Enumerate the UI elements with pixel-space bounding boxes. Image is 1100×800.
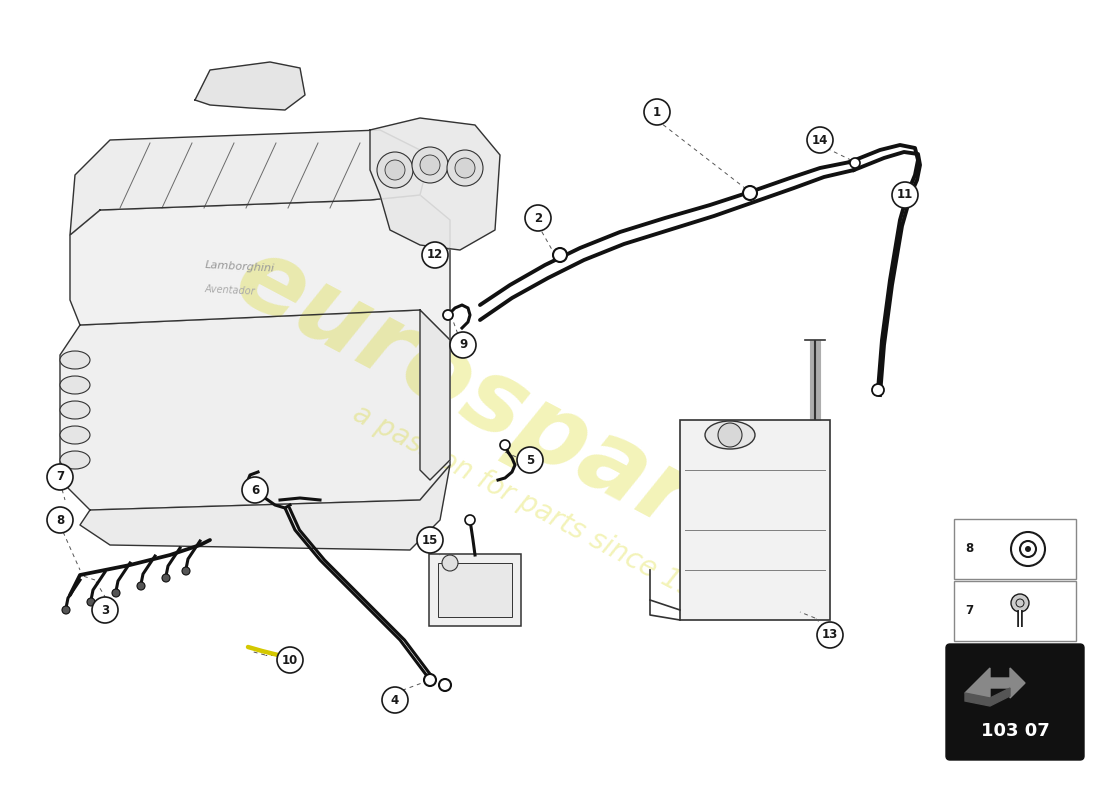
FancyBboxPatch shape <box>680 420 830 620</box>
Circle shape <box>525 205 551 231</box>
Circle shape <box>277 647 302 673</box>
Circle shape <box>902 186 914 198</box>
FancyBboxPatch shape <box>438 563 512 617</box>
Circle shape <box>892 182 918 208</box>
Text: 8: 8 <box>56 514 64 526</box>
Circle shape <box>87 598 95 606</box>
Circle shape <box>1011 594 1028 612</box>
Text: Lamborghini: Lamborghini <box>205 260 275 274</box>
Circle shape <box>718 423 743 447</box>
Text: a passion for parts since 1985: a passion for parts since 1985 <box>349 399 732 621</box>
Text: 3: 3 <box>101 603 109 617</box>
Polygon shape <box>80 465 450 550</box>
Circle shape <box>112 589 120 597</box>
Circle shape <box>443 310 453 320</box>
Circle shape <box>742 186 757 200</box>
Circle shape <box>242 477 268 503</box>
Text: 8: 8 <box>965 542 974 555</box>
FancyBboxPatch shape <box>429 554 521 626</box>
Circle shape <box>422 242 448 268</box>
Text: 5: 5 <box>526 454 535 466</box>
Circle shape <box>447 150 483 186</box>
Text: 13: 13 <box>822 629 838 642</box>
FancyBboxPatch shape <box>954 519 1076 579</box>
Polygon shape <box>60 310 450 510</box>
Circle shape <box>417 527 443 553</box>
Circle shape <box>1020 541 1036 557</box>
Circle shape <box>138 582 145 590</box>
Polygon shape <box>420 310 450 480</box>
FancyBboxPatch shape <box>954 581 1076 641</box>
Polygon shape <box>370 118 500 250</box>
Polygon shape <box>195 62 305 110</box>
Text: 12: 12 <box>427 249 443 262</box>
Text: 103 07: 103 07 <box>980 722 1049 740</box>
Text: 7: 7 <box>56 470 64 483</box>
Text: 2: 2 <box>534 211 542 225</box>
Polygon shape <box>70 130 430 235</box>
Text: 1: 1 <box>653 106 661 118</box>
Text: 9: 9 <box>459 338 468 351</box>
Circle shape <box>248 483 262 497</box>
Circle shape <box>517 447 543 473</box>
Circle shape <box>162 574 170 582</box>
Circle shape <box>47 464 73 490</box>
Text: 10: 10 <box>282 654 298 666</box>
Circle shape <box>385 160 405 180</box>
Polygon shape <box>965 668 1025 698</box>
Text: 15: 15 <box>421 534 438 546</box>
Circle shape <box>850 158 860 168</box>
Circle shape <box>872 384 884 396</box>
Circle shape <box>47 507 73 533</box>
Circle shape <box>500 440 510 450</box>
Circle shape <box>817 622 843 648</box>
Ellipse shape <box>60 401 90 419</box>
Text: 7: 7 <box>965 605 974 618</box>
Ellipse shape <box>60 351 90 369</box>
Circle shape <box>644 99 670 125</box>
Circle shape <box>439 679 451 691</box>
Text: 6: 6 <box>251 483 260 497</box>
Circle shape <box>424 674 436 686</box>
Text: 4: 4 <box>390 694 399 706</box>
Text: 14: 14 <box>812 134 828 146</box>
Circle shape <box>377 152 412 188</box>
Circle shape <box>450 332 476 358</box>
Polygon shape <box>965 688 1010 706</box>
Circle shape <box>182 567 190 575</box>
Circle shape <box>455 158 475 178</box>
Text: Aventador: Aventador <box>205 284 255 296</box>
Circle shape <box>807 127 833 153</box>
Circle shape <box>420 155 440 175</box>
Circle shape <box>553 248 566 262</box>
Ellipse shape <box>60 451 90 469</box>
Circle shape <box>465 515 475 525</box>
Text: eurospares: eurospares <box>218 229 822 611</box>
Circle shape <box>382 687 408 713</box>
Circle shape <box>442 555 458 571</box>
FancyBboxPatch shape <box>946 644 1084 760</box>
Ellipse shape <box>60 426 90 444</box>
Circle shape <box>412 147 448 183</box>
Circle shape <box>62 606 70 614</box>
Ellipse shape <box>60 376 90 394</box>
Circle shape <box>92 597 118 623</box>
Ellipse shape <box>705 421 755 449</box>
Polygon shape <box>70 195 450 340</box>
Text: 11: 11 <box>896 189 913 202</box>
Circle shape <box>1025 546 1031 552</box>
